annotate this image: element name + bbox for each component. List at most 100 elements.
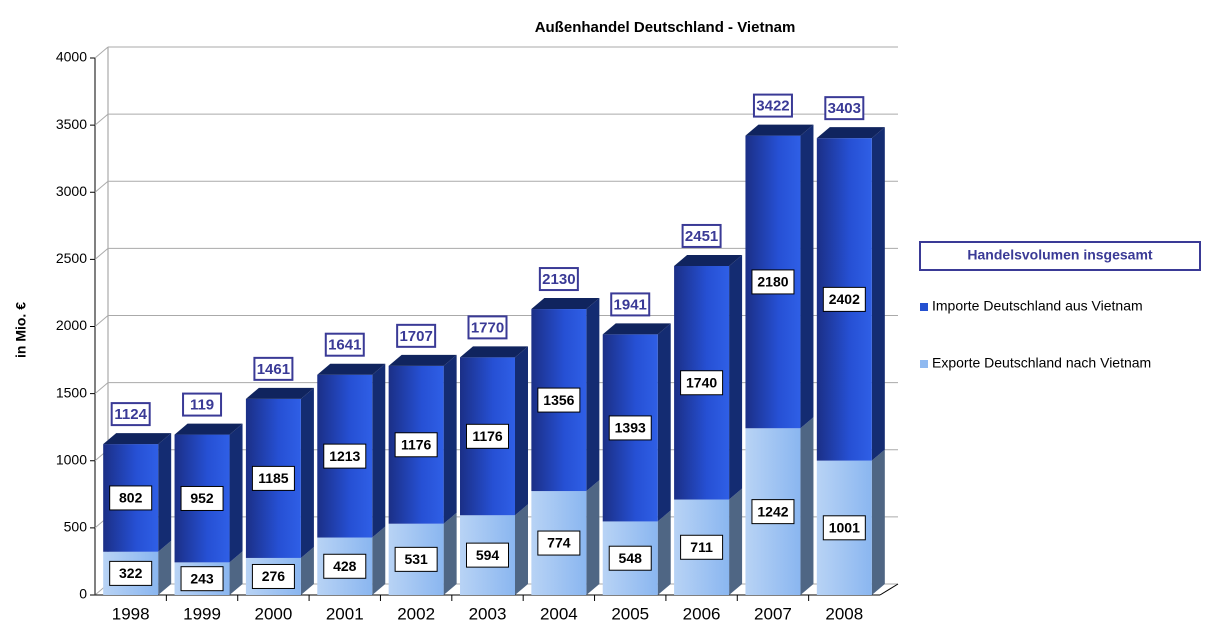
total-label-box (681, 223, 722, 248)
x-tick-label: 2008 (825, 604, 863, 623)
total-label-box (253, 356, 294, 381)
bar-top (245, 387, 314, 399)
data-label-box (323, 553, 367, 579)
total-label-box (182, 392, 223, 417)
legend-total-box (919, 241, 1201, 271)
bar-side (372, 363, 386, 538)
y-tick-label: 4000 (56, 49, 87, 65)
total-label-box (610, 292, 651, 317)
total-label: 3422 (756, 98, 789, 115)
data-label: 1242 (757, 503, 788, 519)
bar-side (515, 504, 528, 595)
y-tick-label: 2500 (56, 250, 87, 266)
total-label: 1707 (399, 328, 432, 345)
data-label: 531 (404, 551, 428, 567)
x-tick-label: 2003 (469, 604, 507, 623)
grid-wall (94, 46, 109, 59)
grid-wall (94, 315, 109, 327)
total-label: 119 (190, 397, 214, 414)
total-label-box (396, 323, 437, 348)
data-label: 548 (619, 550, 643, 566)
bar-side (800, 124, 814, 429)
x-tick-label: 2005 (611, 604, 649, 623)
total-label-box (538, 267, 579, 292)
bar-side (300, 546, 314, 595)
bar-side (158, 433, 172, 552)
bar-side (657, 510, 671, 595)
y-tick-label: 1500 (56, 384, 87, 400)
data-label: 952 (190, 490, 214, 506)
total-label: 1461 (257, 361, 290, 378)
data-label-box (751, 499, 795, 525)
bar-side (800, 417, 814, 595)
data-label-box (466, 423, 509, 449)
bar-top (317, 363, 386, 375)
data-label-box (180, 566, 224, 592)
bar-side (300, 387, 314, 558)
data-label: 774 (547, 535, 571, 551)
x-tick-label: 2004 (540, 604, 578, 623)
x-tick-label: 2002 (397, 604, 435, 623)
data-label-box (537, 387, 581, 413)
total-label: 1124 (114, 406, 147, 423)
data-label: 1740 (686, 374, 717, 390)
legend-label: Exporte Deutschland nach Vietnam (932, 355, 1151, 371)
bar-top (460, 346, 528, 358)
data-label: 594 (476, 547, 500, 563)
bar-side (871, 127, 885, 461)
bar-top (602, 323, 671, 335)
data-label-box (109, 560, 153, 586)
total-label: 3403 (828, 100, 861, 117)
total-label: 2451 (685, 228, 718, 245)
bar-top (816, 127, 885, 139)
data-label-box (822, 286, 866, 312)
total-label-box (467, 315, 508, 340)
y-tick-label: 1000 (56, 451, 87, 467)
data-label-box (680, 534, 724, 560)
data-label: 802 (119, 490, 143, 506)
data-label: 1185 (258, 470, 289, 486)
bar-side (515, 346, 528, 516)
bar-side (586, 298, 600, 492)
bar-top (174, 423, 243, 435)
bar-side (729, 254, 743, 500)
x-tick-label: 2006 (683, 604, 721, 623)
data-label-box (466, 542, 509, 568)
grid-wall (94, 247, 109, 260)
data-label: 711 (690, 539, 713, 555)
bar-side (372, 526, 386, 595)
data-label: 428 (333, 558, 357, 574)
data-label-box (251, 465, 295, 491)
y-tick-label: 3500 (56, 116, 87, 132)
x-tick-label: 2007 (754, 604, 792, 623)
legend-label: Importe Deutschland aus Vietnam (932, 298, 1143, 314)
data-label: 1356 (543, 392, 574, 408)
total-label-box (752, 93, 793, 118)
data-label: 1176 (401, 436, 432, 452)
y-tick-label: 3000 (56, 183, 87, 199)
x-tick-label: 2001 (326, 604, 364, 623)
data-label: 1176 (472, 428, 503, 444)
data-label: 276 (262, 568, 286, 584)
data-label-box (680, 370, 724, 396)
data-label-box (822, 515, 866, 541)
grid-wall (94, 113, 109, 126)
data-label-box (394, 546, 438, 572)
data-label-box (608, 415, 652, 441)
total-label: 2130 (542, 271, 575, 288)
total-label-box (324, 332, 365, 357)
grid-wall (94, 180, 109, 193)
chart-title: Außenhandel Deutschland - Vietnam (535, 19, 796, 36)
data-label-box (180, 485, 224, 511)
data-label-box (751, 269, 795, 295)
total-label: 1641 (328, 337, 361, 354)
data-label-box (251, 563, 295, 589)
data-label: 2402 (829, 291, 860, 307)
bar-side (443, 354, 457, 524)
data-label-box (537, 530, 581, 556)
total-label-box (110, 402, 151, 427)
x-tick-label: 2000 (254, 604, 292, 623)
bar-side (657, 323, 671, 522)
floor-edge (879, 583, 899, 596)
